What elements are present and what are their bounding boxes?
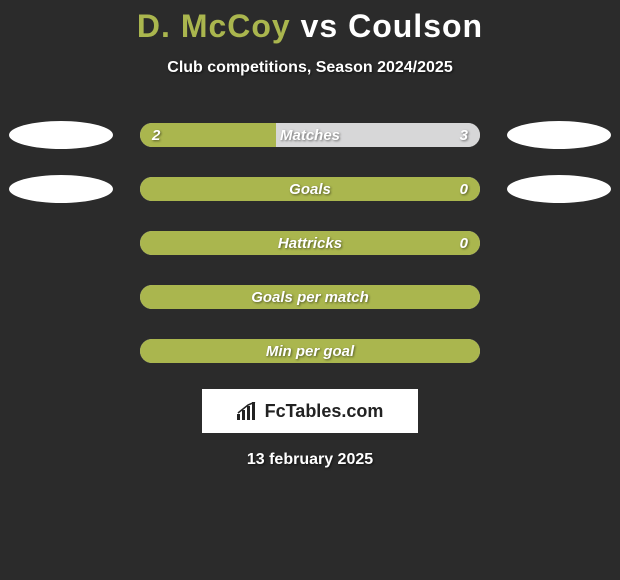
stat-bar: Goals per match — [140, 285, 480, 309]
stat-row: Goals0 — [0, 173, 620, 205]
stat-label: Hattricks — [140, 231, 480, 255]
stat-bar: Min per goal — [140, 339, 480, 363]
stat-row: Min per goal — [0, 335, 620, 367]
stat-row: Hattricks0 — [0, 227, 620, 259]
badge-placeholder — [6, 335, 116, 367]
title: D. McCoy vs Coulson — [0, 8, 620, 45]
left-team-badge — [6, 173, 116, 205]
left-team-badge — [6, 119, 116, 151]
stat-row: Matches2 3 — [0, 119, 620, 151]
stat-value-right: 0 — [460, 177, 468, 201]
stat-bar: Matches2 3 — [140, 123, 480, 147]
stat-bar: Hattricks0 — [140, 231, 480, 255]
stat-value-right: 0 — [460, 231, 468, 255]
badge-placeholder — [504, 281, 614, 313]
stat-label: Goals per match — [140, 285, 480, 309]
player1-name: D. McCoy — [137, 8, 291, 44]
badge-ellipse — [9, 175, 113, 203]
stat-value-left: 2 — [152, 123, 160, 147]
badge-placeholder — [504, 335, 614, 367]
stat-rows: Matches23Goals0Hattricks0Goals per match… — [0, 119, 620, 367]
subtitle: Club competitions, Season 2024/2025 — [0, 59, 620, 77]
comparison-card: D. McCoy vs Coulson Club competitions, S… — [0, 0, 620, 469]
stat-label: Goals — [140, 177, 480, 201]
badge-placeholder — [6, 227, 116, 259]
stat-bar: Goals0 — [140, 177, 480, 201]
vs-label: vs — [301, 8, 339, 44]
stat-label: Min per goal — [140, 339, 480, 363]
badge-ellipse — [507, 175, 611, 203]
logo-text: FcTables.com — [265, 401, 384, 422]
logo-box: FcTables.com — [202, 389, 418, 433]
chart-icon — [237, 402, 259, 420]
stat-label: Matches — [140, 123, 480, 147]
date-label: 13 february 2025 — [0, 451, 620, 469]
player2-name: Coulson — [348, 8, 483, 44]
right-team-badge — [504, 173, 614, 205]
badge-placeholder — [6, 281, 116, 313]
badge-placeholder — [504, 227, 614, 259]
right-team-badge — [504, 119, 614, 151]
stat-value-right: 3 — [460, 123, 468, 147]
badge-ellipse — [9, 121, 113, 149]
badge-ellipse — [507, 121, 611, 149]
stat-row: Goals per match — [0, 281, 620, 313]
